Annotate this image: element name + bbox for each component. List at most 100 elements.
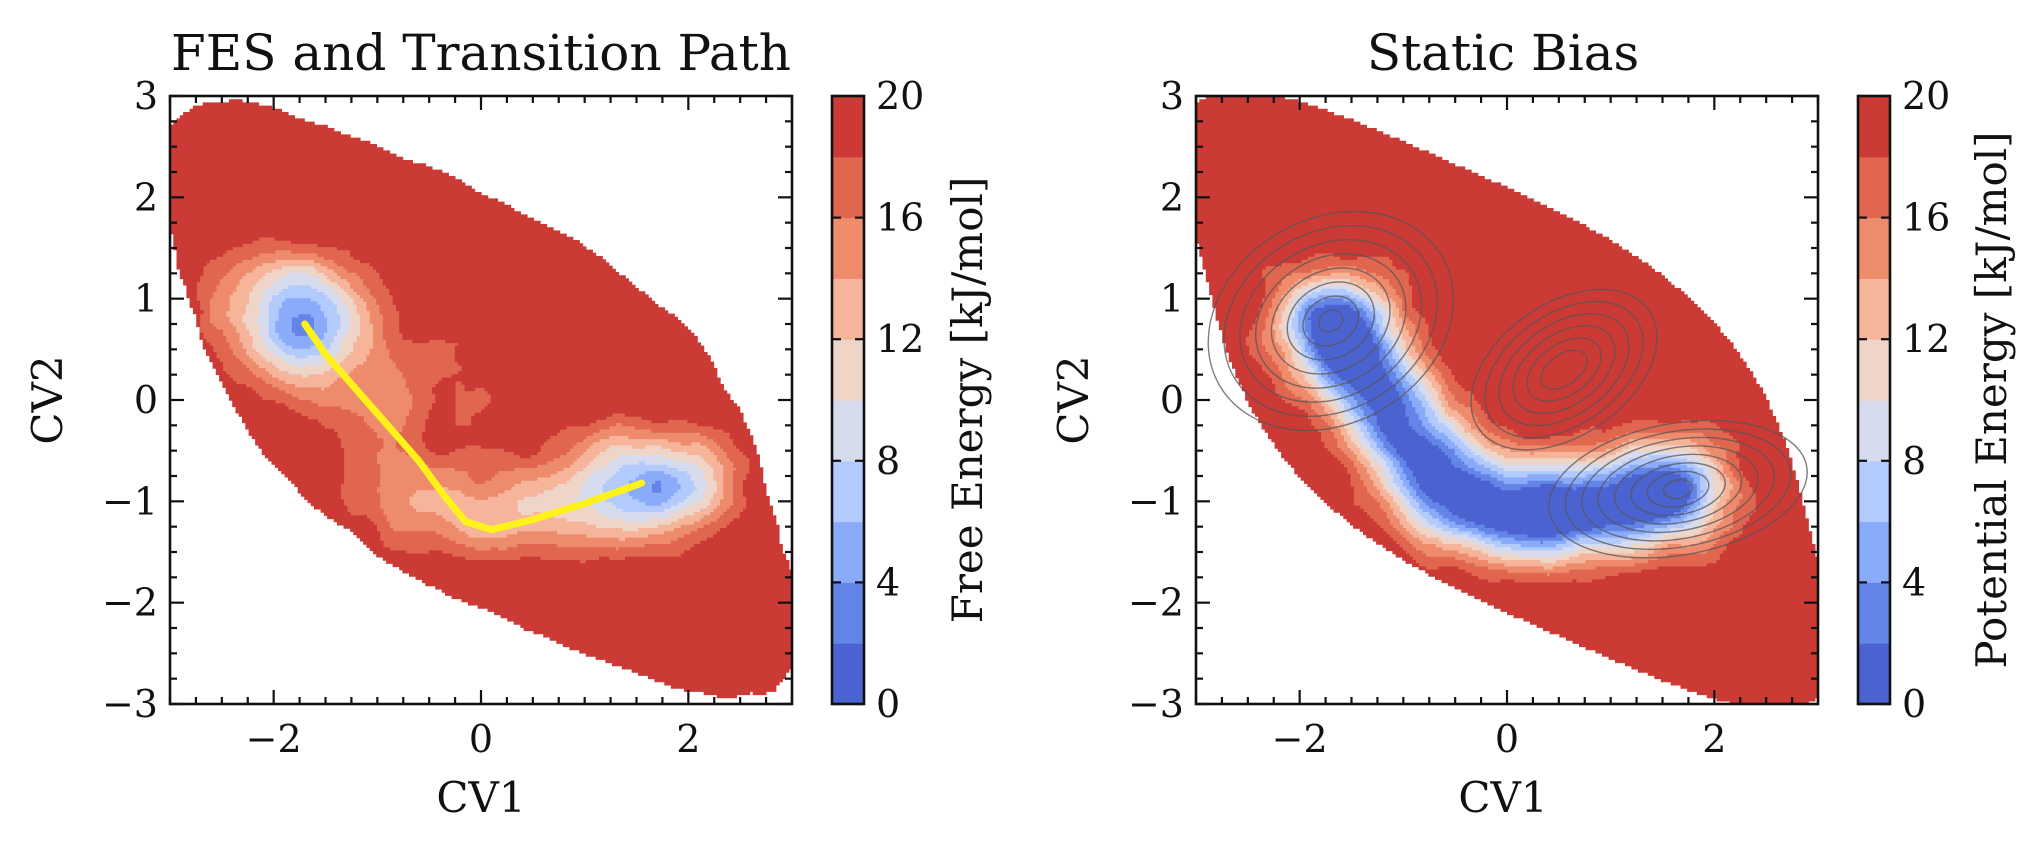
bias-contour-line [1286, 281, 1375, 361]
y-tick-label: −3 [102, 682, 158, 726]
colorbar-segment-9 [1858, 96, 1890, 158]
contour-band-8 [1245, 252, 1757, 584]
bias-colorbar-label: Potential Energy [kJ/mol] [1967, 131, 2016, 668]
bias-contour-lines [1207, 210, 1808, 559]
contour-band-7 [209, 249, 738, 552]
bias-contour-line [1223, 224, 1439, 418]
colorbar-segment-3 [1858, 460, 1890, 523]
y-tick-label: 0 [134, 378, 158, 422]
bias-contour-line [1254, 253, 1407, 389]
colorbar-segment-0 [832, 643, 864, 705]
bias-contour-line [1512, 325, 1616, 415]
bias-contour-line [1484, 300, 1644, 439]
bias-contour-line [1498, 312, 1630, 427]
x-tick-label: 2 [676, 717, 700, 761]
y-tick-label: 1 [1160, 277, 1184, 321]
bias-contour-line [1548, 419, 1808, 559]
y-tick-label: −1 [102, 479, 158, 523]
contour-band-6 [1271, 272, 1734, 571]
colorbar-tick-label: 20 [1902, 74, 1950, 118]
bias-contour-line [1470, 288, 1658, 451]
bias-contour-line [1270, 267, 1391, 375]
fes-colorbar-tick-labels: 0 4 8 12 16 20 [876, 74, 924, 726]
x-tick-label: 0 [1495, 717, 1519, 761]
bias-tick-marks [1194, 94, 1820, 706]
bias-contour-line [1207, 210, 1454, 432]
colorbar-segment-0 [1858, 643, 1890, 705]
bias-x-tick-labels: −2 0 2 [1272, 717, 1727, 761]
bias-filled-contours [1196, 96, 1818, 704]
colorbar-tick-label: 4 [876, 560, 900, 604]
bias-contour-line [1540, 349, 1588, 390]
fes-title: FES and Transition Path [171, 24, 791, 82]
colorbar-tick-label: 4 [1902, 560, 1926, 604]
bias-colorbar-tick-labels: 0 4 8 12 16 20 [1902, 74, 1950, 726]
colorbar-segment-4 [832, 400, 864, 462]
panel-fes: FES and Transition Path −2 0 2 −3−2−10123 … [23, 24, 992, 822]
x-tick-label: −2 [246, 717, 302, 761]
colorbar-tick-label: 8 [876, 439, 900, 483]
contour-band-5 [1277, 278, 1724, 564]
colorbar-tick-label: 20 [876, 74, 924, 118]
bias-title: Static Bias [1367, 24, 1639, 82]
bias-contour-line [1239, 238, 1423, 403]
contour-band-9 [1196, 96, 1818, 704]
bias-x-axis-label: CV1 [1458, 773, 1547, 822]
x-tick-label: 0 [469, 717, 493, 761]
fes-colorbar-label: Free Energy [kJ/mol] [943, 177, 992, 624]
colorbar-segment-2 [1858, 521, 1890, 583]
bias-y-tick-labels: −3 −2 −1 0 1 2 3 [1128, 74, 1184, 726]
colorbar-segment-3 [832, 460, 864, 523]
colorbar-tick-label: 16 [1902, 196, 1950, 240]
y-tick-label: −3 [1128, 682, 1184, 726]
contour-band-7 [1261, 265, 1744, 577]
fes-colorbar-frame [830, 94, 866, 706]
y-tick-label: −1 [1128, 479, 1184, 523]
contour-band-9 [170, 99, 792, 699]
y-tick-label: 1 [134, 277, 158, 321]
fes-y-tick-labels: −3 −2 −1 0 1 2 3 [102, 74, 158, 726]
fes-filled-contours [170, 99, 792, 699]
y-tick-label: 3 [134, 74, 158, 118]
contour-band-2 [1297, 294, 1705, 548]
bias-contour-line [1564, 428, 1792, 551]
colorbar-segment-7 [832, 217, 864, 279]
bias-contour-line [1662, 479, 1694, 500]
x-tick-label: −2 [1272, 717, 1328, 761]
fes-x-tick-labels: −2 0 2 [246, 717, 701, 761]
bias-plot-area [1196, 96, 1818, 704]
x-tick-label: 2 [1702, 717, 1726, 761]
colorbar-segment-6 [1858, 278, 1890, 340]
bias-colorbar [1858, 94, 1890, 706]
colorbar-tick-label: 12 [1902, 317, 1950, 361]
contour-band-0 [1307, 304, 1692, 539]
contour-band-3 [1290, 288, 1708, 552]
colorbar-segment-5 [832, 339, 864, 401]
colorbar-segment-7 [1858, 217, 1890, 279]
colorbar-segment-6 [832, 278, 864, 340]
y-tick-label: −2 [1128, 581, 1184, 625]
colorbar-tick-label: 12 [876, 317, 924, 361]
fes-y-axis-label: CV2 [23, 355, 72, 444]
bias-contour-line [1597, 445, 1759, 534]
colorbar-segment-2 [832, 521, 864, 583]
colorbar-segment-9 [832, 96, 864, 158]
bias-contour-line [1526, 337, 1602, 402]
colorbar-tick-label: 0 [876, 682, 900, 726]
colorbar-segment-1 [832, 582, 864, 644]
contour-band-4 [1284, 284, 1714, 558]
bias-contour-line [1580, 436, 1776, 542]
colorbar-tick-label: 16 [876, 196, 924, 240]
bias-contour-line [1630, 462, 1726, 517]
colorbar-segment-8 [1858, 156, 1890, 219]
fes-x-axis-label: CV1 [436, 773, 525, 822]
bias-contour-line [1613, 453, 1743, 525]
y-tick-label: 0 [1160, 378, 1184, 422]
transition-path-line [301, 320, 646, 534]
bias-contour-line [1318, 309, 1344, 333]
bias-contour-line [1646, 470, 1710, 508]
contour-band-1 [1304, 297, 1698, 545]
bias-y-axis-label: CV2 [1049, 355, 1098, 444]
